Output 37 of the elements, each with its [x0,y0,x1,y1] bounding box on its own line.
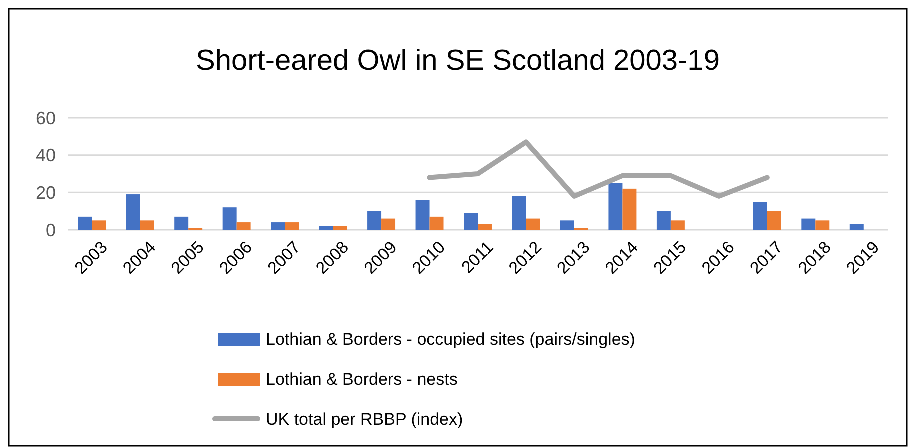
bar [271,222,286,230]
bar [319,226,334,230]
bar [126,194,140,230]
y-tick-label: 60 [36,108,56,128]
bar [478,224,492,230]
legend-label: Lothian & Borders - occupied sites (pairs/singles) [266,330,636,349]
y-tick-label: 20 [36,182,56,203]
bar [560,220,574,230]
bar [608,183,623,230]
bar [753,202,768,230]
y-tick-label: 0 [46,220,56,240]
bar [430,216,444,230]
bar [670,220,685,230]
bar [622,188,637,230]
legend-label: UK total per RBBP (index) [266,410,464,429]
bar [802,218,816,230]
bar [333,226,348,230]
chart-title: Short-eared Owl in SE Scotland 2003-19 [196,45,720,77]
bar [656,211,671,230]
bar [92,220,106,230]
bar [850,224,864,230]
bar [526,218,540,230]
bar [140,220,154,230]
bar [416,200,430,230]
bar [512,196,526,230]
y-tick-label: 40 [36,146,56,166]
bar [174,216,189,230]
bar [78,216,92,230]
bar [222,208,237,230]
bar [767,211,782,230]
bar [464,213,478,230]
bar [816,220,830,230]
bar [368,211,382,230]
bar [382,218,396,230]
bar [285,222,300,230]
bar [236,222,251,230]
legend-label: Lothian & Borders - nests [266,370,458,389]
